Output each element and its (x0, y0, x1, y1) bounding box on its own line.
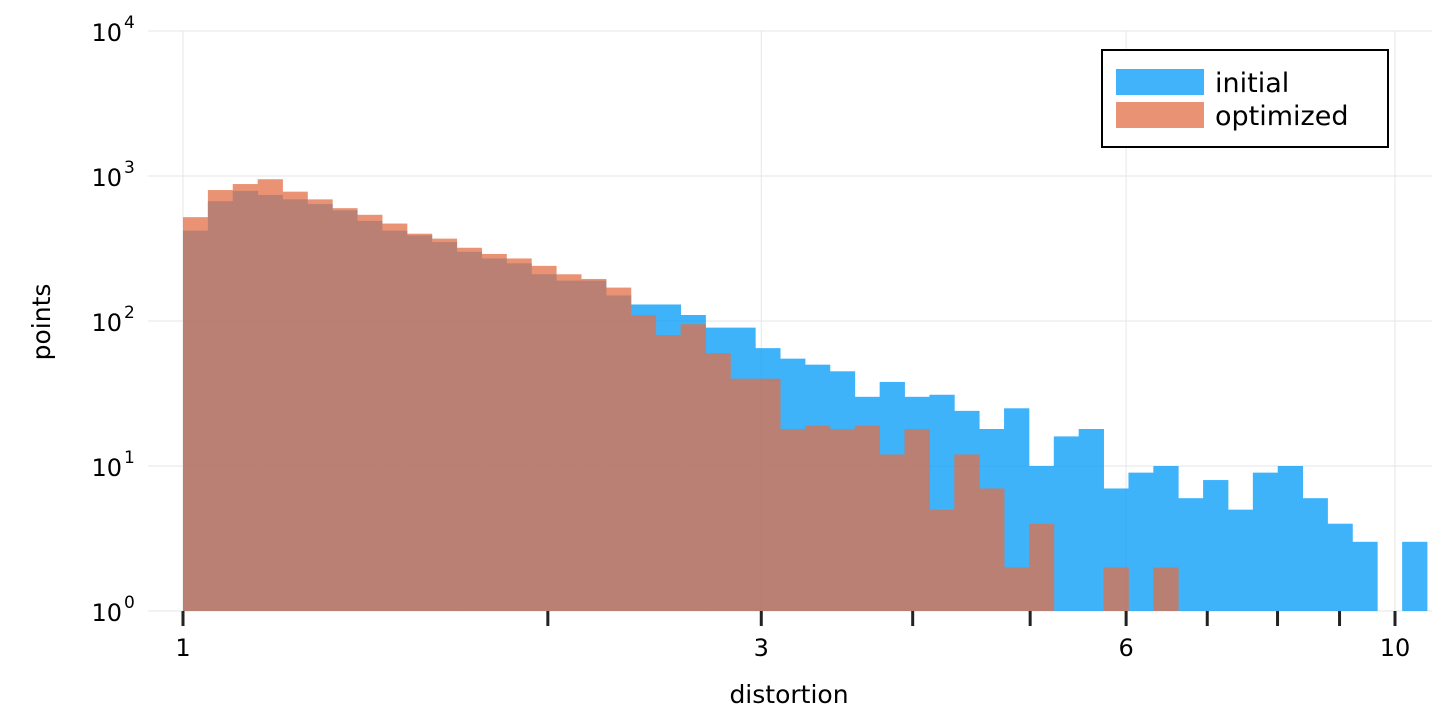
bar-initial-42 (1227, 509, 1254, 611)
bar-initial-40 (1178, 498, 1204, 611)
bar-optimized-3 (257, 179, 283, 612)
y-tick-label-1: 10 (91, 454, 122, 482)
y-tick-exponent-4: 4 (124, 13, 135, 33)
bar-optimized-37 (1103, 567, 1129, 611)
bar-optimized-18 (630, 315, 657, 611)
bar-optimized-30 (929, 509, 955, 611)
bar-initial-47 (1352, 541, 1378, 611)
legend-box (1101, 49, 1389, 148)
bar-optimized-6 (332, 208, 358, 612)
bar-initial-36 (1078, 428, 1104, 611)
bar-optimized-5 (307, 199, 333, 611)
bar-optimized-10 (431, 238, 458, 612)
bar-optimized-32 (979, 488, 1005, 611)
bar-optimized-22 (730, 378, 756, 611)
y-tick-label-3: 10 (91, 164, 122, 192)
bar-optimized-9 (406, 233, 433, 611)
y-axis-title: points (27, 284, 56, 361)
bar-optimized-1 (207, 190, 234, 612)
y-tick-exponent-3: 3 (124, 158, 135, 178)
x-tick-label-1: 3 (754, 634, 769, 662)
bar-optimized-7 (357, 214, 383, 612)
x-tick-label-0: 1 (175, 634, 190, 662)
bar-optimized-13 (506, 258, 532, 611)
bar-initial-41 (1203, 480, 1229, 611)
bar-optimized-2 (232, 184, 259, 612)
bar-optimized-31 (954, 454, 980, 611)
bar-optimized-4 (282, 191, 308, 611)
legend-swatch-optimized (1116, 102, 1204, 128)
y-tick-label-4: 10 (91, 19, 122, 47)
legend: initial optimized (1101, 49, 1389, 148)
bar-initial-43 (1252, 472, 1279, 611)
bar-optimized-12 (481, 253, 507, 611)
legend-swatch-initial (1116, 69, 1204, 95)
x-tick-label-3: 10 (1380, 634, 1411, 662)
bar-optimized-8 (382, 223, 408, 612)
bar-initial-38 (1128, 472, 1154, 611)
bar-optimized-24 (780, 428, 806, 611)
y-tick-label-0: 10 (91, 599, 122, 627)
bar-optimized-0 (183, 217, 209, 611)
bar-optimized-20 (680, 324, 706, 611)
legend-label-initial: initial (1215, 68, 1289, 99)
bar-optimized-21 (705, 353, 731, 611)
series-optimized-bars (183, 179, 1179, 612)
bar-optimized-28 (879, 454, 905, 611)
bar-optimized-34 (1028, 523, 1055, 611)
bar-initial-49 (1402, 541, 1428, 611)
bar-optimized-17 (605, 287, 632, 611)
bar-initial-44 (1277, 466, 1304, 611)
bar-optimized-23 (755, 378, 781, 611)
bar-optimized-19 (655, 335, 681, 611)
y-tick-exponent-1: 1 (124, 448, 135, 468)
bar-optimized-26 (829, 428, 856, 611)
y-tick-exponent-0: 0 (124, 593, 135, 613)
y-tick-exponent-2: 2 (124, 303, 135, 323)
bar-optimized-27 (854, 425, 881, 611)
y-tick-label-2: 10 (91, 309, 122, 337)
bar-optimized-15 (556, 274, 582, 611)
bar-optimized-16 (581, 278, 607, 611)
bar-optimized-14 (531, 265, 557, 611)
bar-optimized-33 (1004, 567, 1030, 611)
bar-optimized-29 (904, 428, 930, 611)
x-axis-title: distortion (729, 680, 848, 709)
bar-initial-35 (1053, 436, 1080, 611)
bar-optimized-11 (456, 247, 482, 611)
bar-initial-46 (1327, 523, 1353, 611)
bar-optimized-25 (805, 425, 831, 611)
bar-initial-45 (1302, 498, 1328, 611)
bar-optimized-39 (1153, 567, 1179, 611)
x-tick-label-2: 6 (1118, 634, 1133, 662)
legend-label-optimized: optimized (1215, 101, 1348, 132)
